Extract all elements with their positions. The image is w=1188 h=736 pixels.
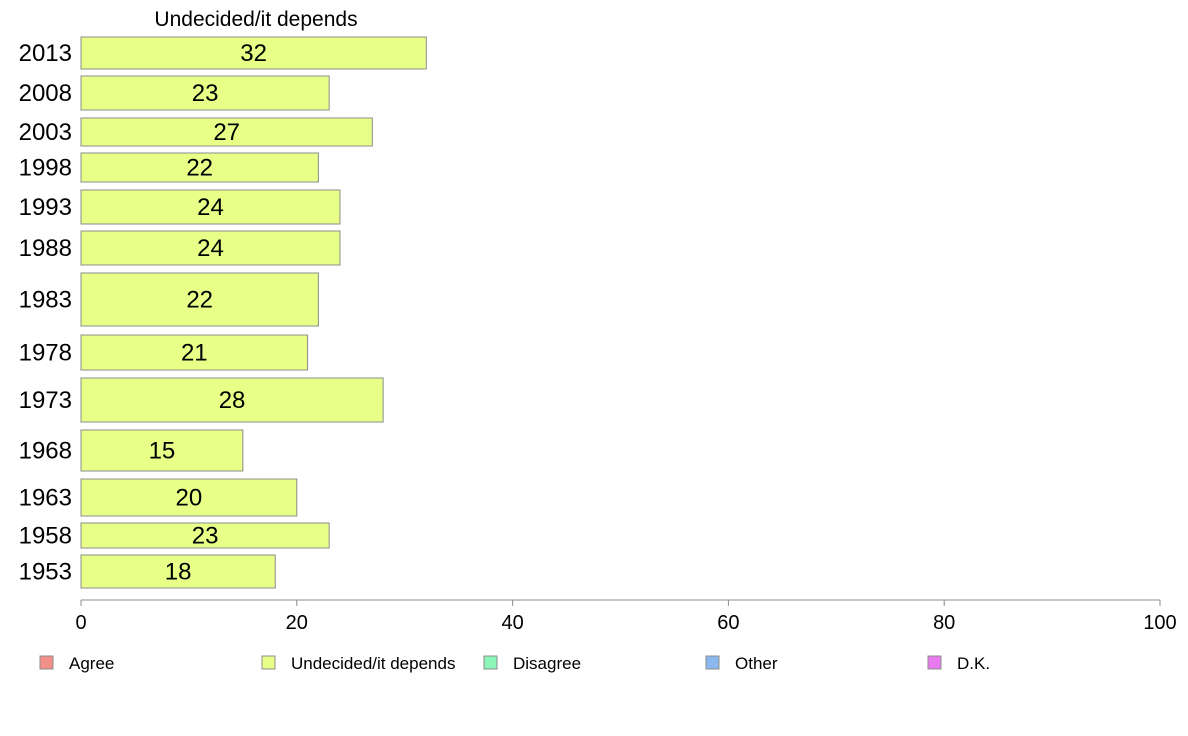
category-label-1958: 1958 xyxy=(19,523,72,550)
value-label-2003: 27 xyxy=(213,119,240,146)
bar-1978 xyxy=(80,334,309,371)
value-label-1993: 24 xyxy=(197,194,224,221)
x-tick-label-20: 20 xyxy=(286,612,308,634)
bar-1963 xyxy=(80,478,298,517)
bar-1988 xyxy=(80,230,341,266)
value-label-2008: 23 xyxy=(192,80,219,107)
bar-2013 xyxy=(80,36,427,70)
category-label-1978: 1978 xyxy=(19,340,72,367)
x-tick-label-0: 0 xyxy=(75,612,86,634)
legend-label-3: Other xyxy=(735,654,778,673)
legend-swatch-3 xyxy=(705,655,720,670)
value-label-1953: 18 xyxy=(165,559,192,586)
x-tick-label-40: 40 xyxy=(501,612,523,634)
value-label-1978: 21 xyxy=(181,340,208,367)
bar-2003 xyxy=(80,117,373,147)
x-tick-label-60: 60 xyxy=(717,612,739,634)
value-label-1958: 23 xyxy=(192,523,219,550)
legend: Agree Undecided/it depends Disagree Other D.… xyxy=(39,654,990,673)
bar-1953 xyxy=(80,554,276,589)
category-label-1998: 1998 xyxy=(19,155,72,182)
legend-swatch-0 xyxy=(39,655,54,670)
bar-1958 xyxy=(80,522,330,549)
legend-label-2: Disagree xyxy=(513,654,581,673)
category-label-1993: 1993 xyxy=(19,194,72,221)
legend-swatch-4 xyxy=(927,655,942,670)
value-label-1968: 15 xyxy=(149,438,176,465)
category-label-1983: 1983 xyxy=(19,287,72,314)
bar-1973 xyxy=(80,377,384,423)
value-label-1973: 28 xyxy=(219,387,246,414)
bar-1993 xyxy=(80,189,341,225)
category-label-1968: 1968 xyxy=(19,438,72,465)
value-label-1963: 20 xyxy=(176,485,203,512)
bar-1983 xyxy=(80,272,319,327)
bar-1968 xyxy=(80,429,244,472)
x-tick-label-100: 100 xyxy=(1143,612,1176,634)
chart-title: Undecided/it depends xyxy=(154,8,357,31)
bar-2008 xyxy=(80,75,330,111)
bars-group: 2013 32 2008 23 2003 27 1998 22 1993 24 1988 24 1983… xyxy=(19,36,427,589)
bar-1998 xyxy=(80,152,319,183)
legend-label-4: D.K. xyxy=(957,654,990,673)
category-label-2003: 2003 xyxy=(19,119,72,146)
category-label-1963: 1963 xyxy=(19,485,72,512)
value-label-2013: 32 xyxy=(240,40,267,67)
category-label-1973: 1973 xyxy=(19,387,72,414)
category-label-2013: 2013 xyxy=(19,40,72,67)
category-label-2008: 2008 xyxy=(19,80,72,107)
legend-swatch-2 xyxy=(483,655,498,670)
value-label-1998: 22 xyxy=(186,155,213,182)
x-tick-label-80: 80 xyxy=(933,612,955,634)
legend-swatch-1 xyxy=(261,655,276,670)
category-label-1953: 1953 xyxy=(19,559,72,586)
legend-label-0: Agree xyxy=(69,654,114,673)
value-label-1988: 24 xyxy=(197,235,224,262)
x-axis: 0 20 40 60 80 100 xyxy=(75,599,1177,634)
value-label-1983: 22 xyxy=(186,287,213,314)
legend-label-1: Undecided/it depends xyxy=(291,654,455,673)
category-label-1988: 1988 xyxy=(19,235,72,262)
